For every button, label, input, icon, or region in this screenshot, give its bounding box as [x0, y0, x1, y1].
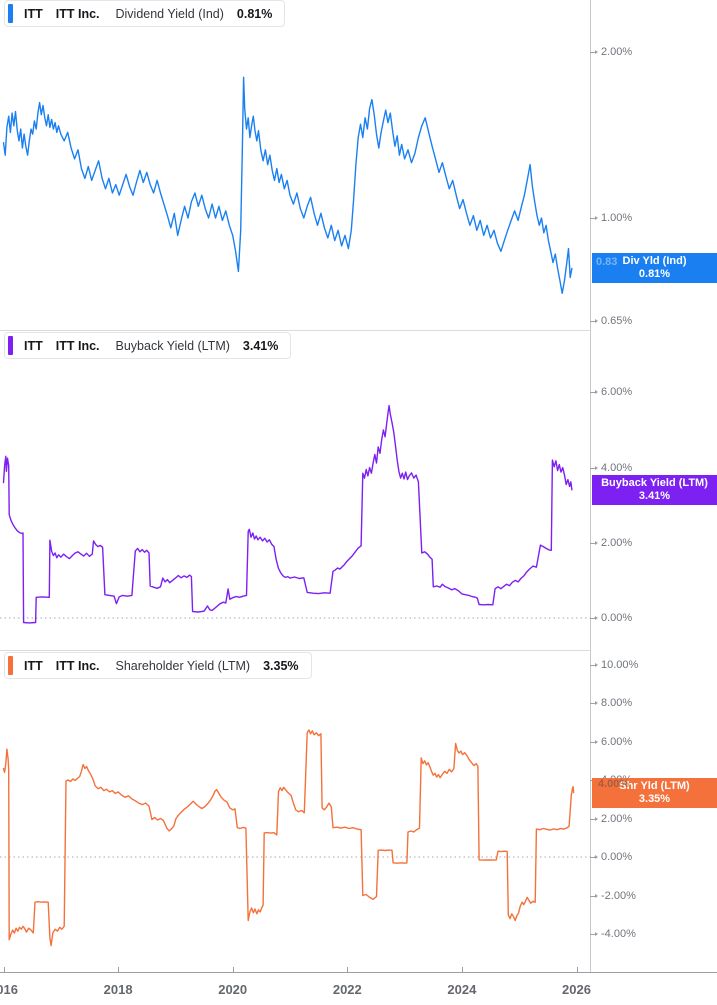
x-tick-mark: [118, 967, 120, 972]
company-name: ITT Inc.: [55, 6, 100, 21]
dividend-yield-panel[interactable]: ITT ITT Inc. Dividend Yield (Ind) 0.81% …: [0, 0, 717, 330]
y-tick-mark: [590, 540, 598, 545]
metric-value: 3.35%: [263, 658, 299, 673]
x-tick-mark: [576, 967, 578, 972]
panel-separator: [0, 330, 590, 331]
x-tick-label: 2022: [332, 982, 362, 997]
itt-inc-buyback-yield-ltm--plot[interactable]: [0, 330, 717, 650]
y-tick-mark: [590, 701, 598, 705]
y-tick-label: 1.00%: [601, 212, 633, 224]
dividend-legend[interactable]: ITT ITT Inc. Dividend Yield (Ind) 0.81%: [4, 0, 286, 27]
buyback-legend[interactable]: ITT ITT Inc. Buyback Yield (LTM) 3.41%: [4, 332, 292, 359]
buyback-last-value-badge: Buyback Yield (LTM) 3.41%: [592, 474, 717, 505]
x-tick-mark: [232, 967, 234, 972]
y-tick-label: 0.65%: [601, 315, 633, 328]
y-tick-mark: [590, 319, 598, 324]
y-tick-mark: [590, 390, 598, 395]
metric-value: 0.81%: [236, 6, 273, 21]
x-tick-mark: [3, 967, 5, 972]
y-tick-mark: [590, 739, 598, 744]
y-tick-mark: [590, 616, 598, 620]
metric-value: 3.41%: [242, 338, 279, 353]
y-tick-mark: [590, 932, 598, 936]
legend-color-bar: [8, 656, 13, 675]
metric-name: Dividend Yield (Ind): [115, 6, 224, 21]
y-tick-mark: [590, 662, 598, 667]
badge-metric-label: Div Yld (Ind): [622, 255, 687, 268]
itt-inc-dividend-yield-ind--plot[interactable]: [0, 0, 717, 330]
y-tick-label: 6.00%: [601, 735, 633, 748]
y-tick-label: 2.00%: [601, 536, 633, 549]
ticker-symbol: ITT: [24, 6, 43, 21]
y-tick-label: 6.00%: [601, 386, 633, 399]
y-tick-label: 2.00%: [601, 812, 633, 825]
x-tick-label: 2018: [103, 982, 133, 997]
x-tick-label: 2020: [218, 982, 248, 997]
badge-metric-label: Buyback Yield (LTM): [601, 476, 708, 489]
y-tick-mark: [590, 465, 598, 470]
y-tick-mark: [590, 216, 598, 220]
y-tick-mark: [590, 816, 598, 821]
y-axis-line: [590, 0, 591, 972]
y-tick-label: -2.00%: [601, 889, 636, 902]
badge-metric-label: Shr Yld (LTM): [619, 779, 690, 792]
series-line: [2, 76, 573, 294]
y-tick-label: 2.00%: [601, 46, 633, 59]
hidden-tick-label: 4.00%: [598, 777, 630, 790]
y-tick-label: -4.00%: [601, 928, 636, 940]
legend-color-bar: [8, 4, 13, 23]
ticker-symbol: ITT: [24, 338, 43, 353]
shareholder-yield-panel[interactable]: ITT ITT Inc. Shareholder Yield (LTM) 3.3…: [0, 650, 717, 972]
metric-name: Shareholder Yield (LTM): [115, 658, 251, 673]
y-tick-mark: [590, 855, 598, 859]
x-axis: 2016 2018 2020 2022 2024 2026: [0, 967, 717, 1005]
y-tick-label: 4.00%: [601, 461, 633, 474]
shareholder-legend[interactable]: ITT ITT Inc. Shareholder Yield (LTM) 3.3…: [4, 652, 312, 679]
shareholder-last-value-badge: 4.00% Shr Yld (LTM) 3.35%: [592, 777, 717, 808]
x-tick-mark: [347, 967, 349, 972]
ticker-symbol: ITT: [24, 658, 43, 673]
panel-separator: [0, 650, 590, 651]
dividend-last-value-badge: 0.83 Div Yld (Ind) 0.81%: [592, 253, 717, 284]
x-tick-label: 2016: [0, 982, 18, 997]
y-tick-label: 8.00%: [601, 697, 633, 709]
y-tick-label: 0.00%: [601, 851, 633, 863]
y-tick-mark: [590, 50, 598, 55]
hidden-tick-label: 0.83: [596, 256, 618, 269]
x-tick-label: 2024: [447, 982, 477, 997]
badge-value-label: 3.41%: [638, 489, 671, 502]
buyback-yield-panel[interactable]: ITT ITT Inc. Buyback Yield (LTM) 3.41% 6…: [0, 330, 717, 650]
y-tick-label: 0.00%: [601, 612, 633, 624]
y-tick-mark: [590, 893, 598, 898]
company-name: ITT Inc.: [55, 338, 100, 353]
badge-value-label: 0.81%: [638, 268, 671, 281]
series-line: [2, 729, 575, 947]
x-tick-label: 2026: [562, 982, 591, 997]
series-line: [2, 404, 573, 624]
itt-inc-shareholder-yield-ltm--plot[interactable]: [0, 650, 717, 972]
metric-name: Buyback Yield (LTM): [115, 338, 230, 353]
y-tick-label: 10.00%: [601, 658, 639, 671]
company-name: ITT Inc.: [55, 658, 100, 673]
legend-color-bar: [8, 336, 13, 355]
x-tick-mark: [461, 967, 463, 972]
badge-value-label: 3.35%: [638, 792, 671, 805]
